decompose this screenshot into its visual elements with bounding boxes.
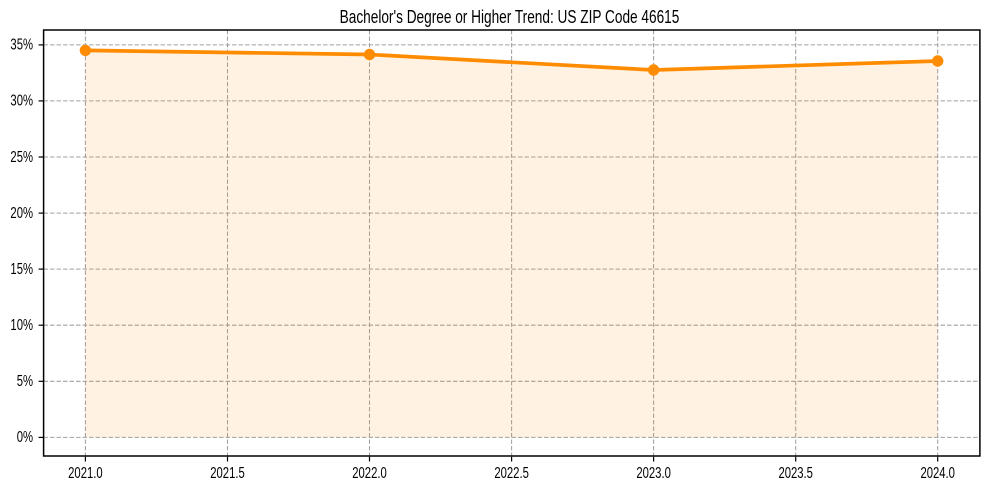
svg-text:2022.5: 2022.5	[494, 464, 528, 481]
svg-text:5%: 5%	[17, 372, 33, 389]
svg-text:0%: 0%	[17, 428, 33, 445]
svg-text:25%: 25%	[10, 148, 33, 165]
svg-text:2023.0: 2023.0	[636, 464, 670, 481]
svg-text:2024.0: 2024.0	[920, 464, 954, 481]
svg-text:35%: 35%	[10, 36, 33, 53]
svg-text:15%: 15%	[10, 260, 33, 277]
svg-text:2022.0: 2022.0	[352, 464, 386, 481]
svg-text:Bachelor's Degree or Higher Tr: Bachelor's Degree or Higher Trend: US ZI…	[340, 7, 680, 28]
svg-text:2021.0: 2021.0	[68, 464, 102, 481]
svg-text:20%: 20%	[10, 204, 33, 221]
svg-text:2021.5: 2021.5	[210, 464, 244, 481]
svg-text:2023.5: 2023.5	[778, 464, 812, 481]
svg-text:30%: 30%	[10, 92, 33, 109]
svg-text:10%: 10%	[10, 316, 33, 333]
